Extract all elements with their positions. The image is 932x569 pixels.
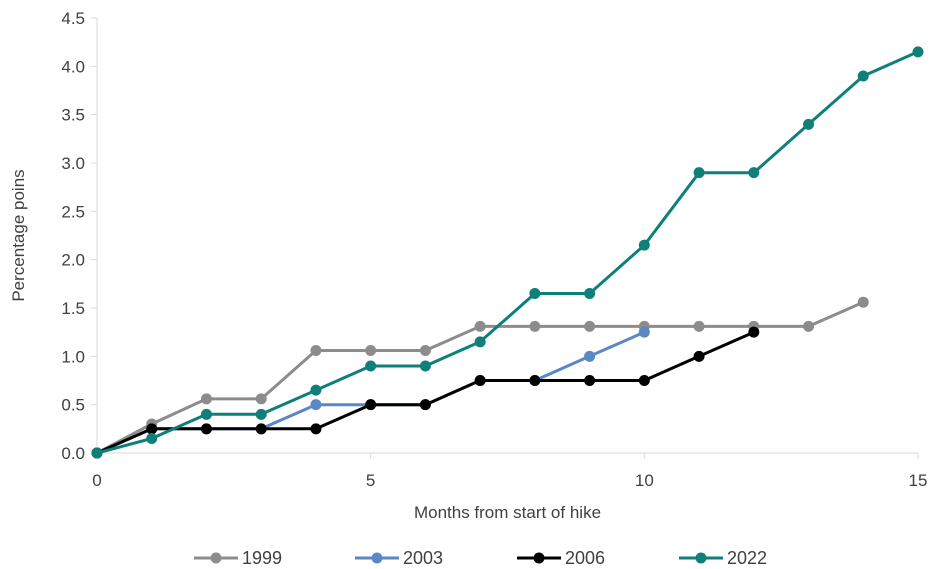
data-point-2022 bbox=[200, 408, 212, 420]
data-point-2003 bbox=[638, 326, 650, 338]
data-point-1999 bbox=[584, 320, 596, 332]
x-tick-label: 15 bbox=[909, 471, 928, 490]
data-point-2022 bbox=[693, 167, 705, 179]
data-point-2006 bbox=[474, 375, 486, 386]
data-point-2022 bbox=[419, 360, 431, 372]
legend-label: 1999 bbox=[242, 548, 282, 568]
data-point-2006 bbox=[255, 423, 267, 435]
data-point-2022 bbox=[529, 288, 541, 299]
data-point-1999 bbox=[693, 320, 705, 332]
data-point-2006 bbox=[529, 375, 541, 386]
data-point-2022 bbox=[584, 288, 596, 299]
data-point-2022 bbox=[255, 408, 267, 420]
data-point-2006 bbox=[584, 375, 596, 386]
y-tick-label: 3.0 bbox=[61, 154, 85, 173]
legend-item-2006: 2006 bbox=[517, 548, 605, 568]
legend-label: 2022 bbox=[727, 548, 767, 568]
data-point-1999 bbox=[803, 320, 815, 332]
y-tick-label: 3.5 bbox=[61, 106, 85, 125]
data-point-2022 bbox=[474, 336, 486, 348]
legend-swatch-marker bbox=[371, 552, 383, 564]
y-tick-label: 4.5 bbox=[61, 9, 85, 28]
y-tick-label: 0.5 bbox=[61, 396, 85, 415]
series-2022 bbox=[91, 46, 924, 459]
series-2006 bbox=[91, 326, 760, 459]
data-point-1999 bbox=[200, 393, 212, 405]
series-line-2022 bbox=[96, 50, 919, 455]
data-point-2022 bbox=[857, 70, 869, 82]
data-point-2006 bbox=[419, 399, 431, 411]
y-tick-label: 1.5 bbox=[61, 299, 85, 318]
y-tick-label: 2.5 bbox=[61, 202, 85, 221]
data-point-2006 bbox=[146, 423, 158, 435]
data-point-1999 bbox=[255, 393, 267, 405]
data-point-2003 bbox=[310, 399, 322, 411]
legend-label: 2003 bbox=[403, 548, 443, 568]
data-point-2022 bbox=[638, 239, 650, 251]
data-point-2003 bbox=[584, 350, 596, 362]
x-tick-label: 0 bbox=[92, 471, 101, 490]
data-point-2006 bbox=[310, 423, 322, 435]
data-point-1999 bbox=[474, 320, 486, 332]
data-point-2022 bbox=[91, 447, 103, 459]
legend-label: 2006 bbox=[565, 548, 605, 568]
chart-series bbox=[91, 46, 924, 459]
data-point-2006 bbox=[638, 375, 650, 386]
y-tick-label: 0.0 bbox=[61, 444, 85, 463]
data-point-2006 bbox=[365, 399, 377, 411]
data-point-2022 bbox=[912, 46, 924, 58]
data-point-2022 bbox=[146, 433, 158, 444]
data-point-2022 bbox=[748, 167, 760, 179]
data-point-1999 bbox=[857, 296, 869, 308]
legend-swatch-marker bbox=[210, 552, 222, 564]
y-tick-label: 4.0 bbox=[61, 57, 85, 76]
data-point-2006 bbox=[748, 326, 760, 338]
data-point-1999 bbox=[419, 345, 431, 357]
data-point-2022 bbox=[365, 360, 377, 372]
x-axis-label: Months from start of hike bbox=[414, 503, 601, 522]
data-point-2022 bbox=[310, 384, 322, 396]
x-tick-label: 5 bbox=[366, 471, 375, 490]
y-tick-label: 2.0 bbox=[61, 251, 85, 270]
chart-legend: 1999 2003 2006 2022 bbox=[194, 548, 767, 568]
data-point-2006 bbox=[200, 423, 212, 435]
legend-item-2003: 2003 bbox=[355, 548, 443, 568]
data-point-1999 bbox=[529, 320, 541, 332]
data-point-1999 bbox=[365, 345, 377, 357]
data-point-2006 bbox=[693, 350, 705, 362]
legend-swatch-marker bbox=[695, 552, 707, 564]
y-axis-label: Percentage poins bbox=[9, 169, 28, 301]
legend-swatch-marker bbox=[533, 552, 545, 564]
legend-item-1999: 1999 bbox=[194, 548, 282, 568]
x-tick-label: 10 bbox=[635, 471, 654, 490]
chart-axes: 0.0 0.5 1.0 1.5 2.0 2.5 3.0 3.5 4.0 4.5 0 5 10 15 bbox=[61, 9, 927, 490]
legend-item-2022: 2022 bbox=[679, 548, 767, 568]
data-point-1999 bbox=[310, 345, 322, 357]
data-point-2022 bbox=[803, 118, 815, 130]
y-tick-label: 1.0 bbox=[61, 347, 85, 366]
